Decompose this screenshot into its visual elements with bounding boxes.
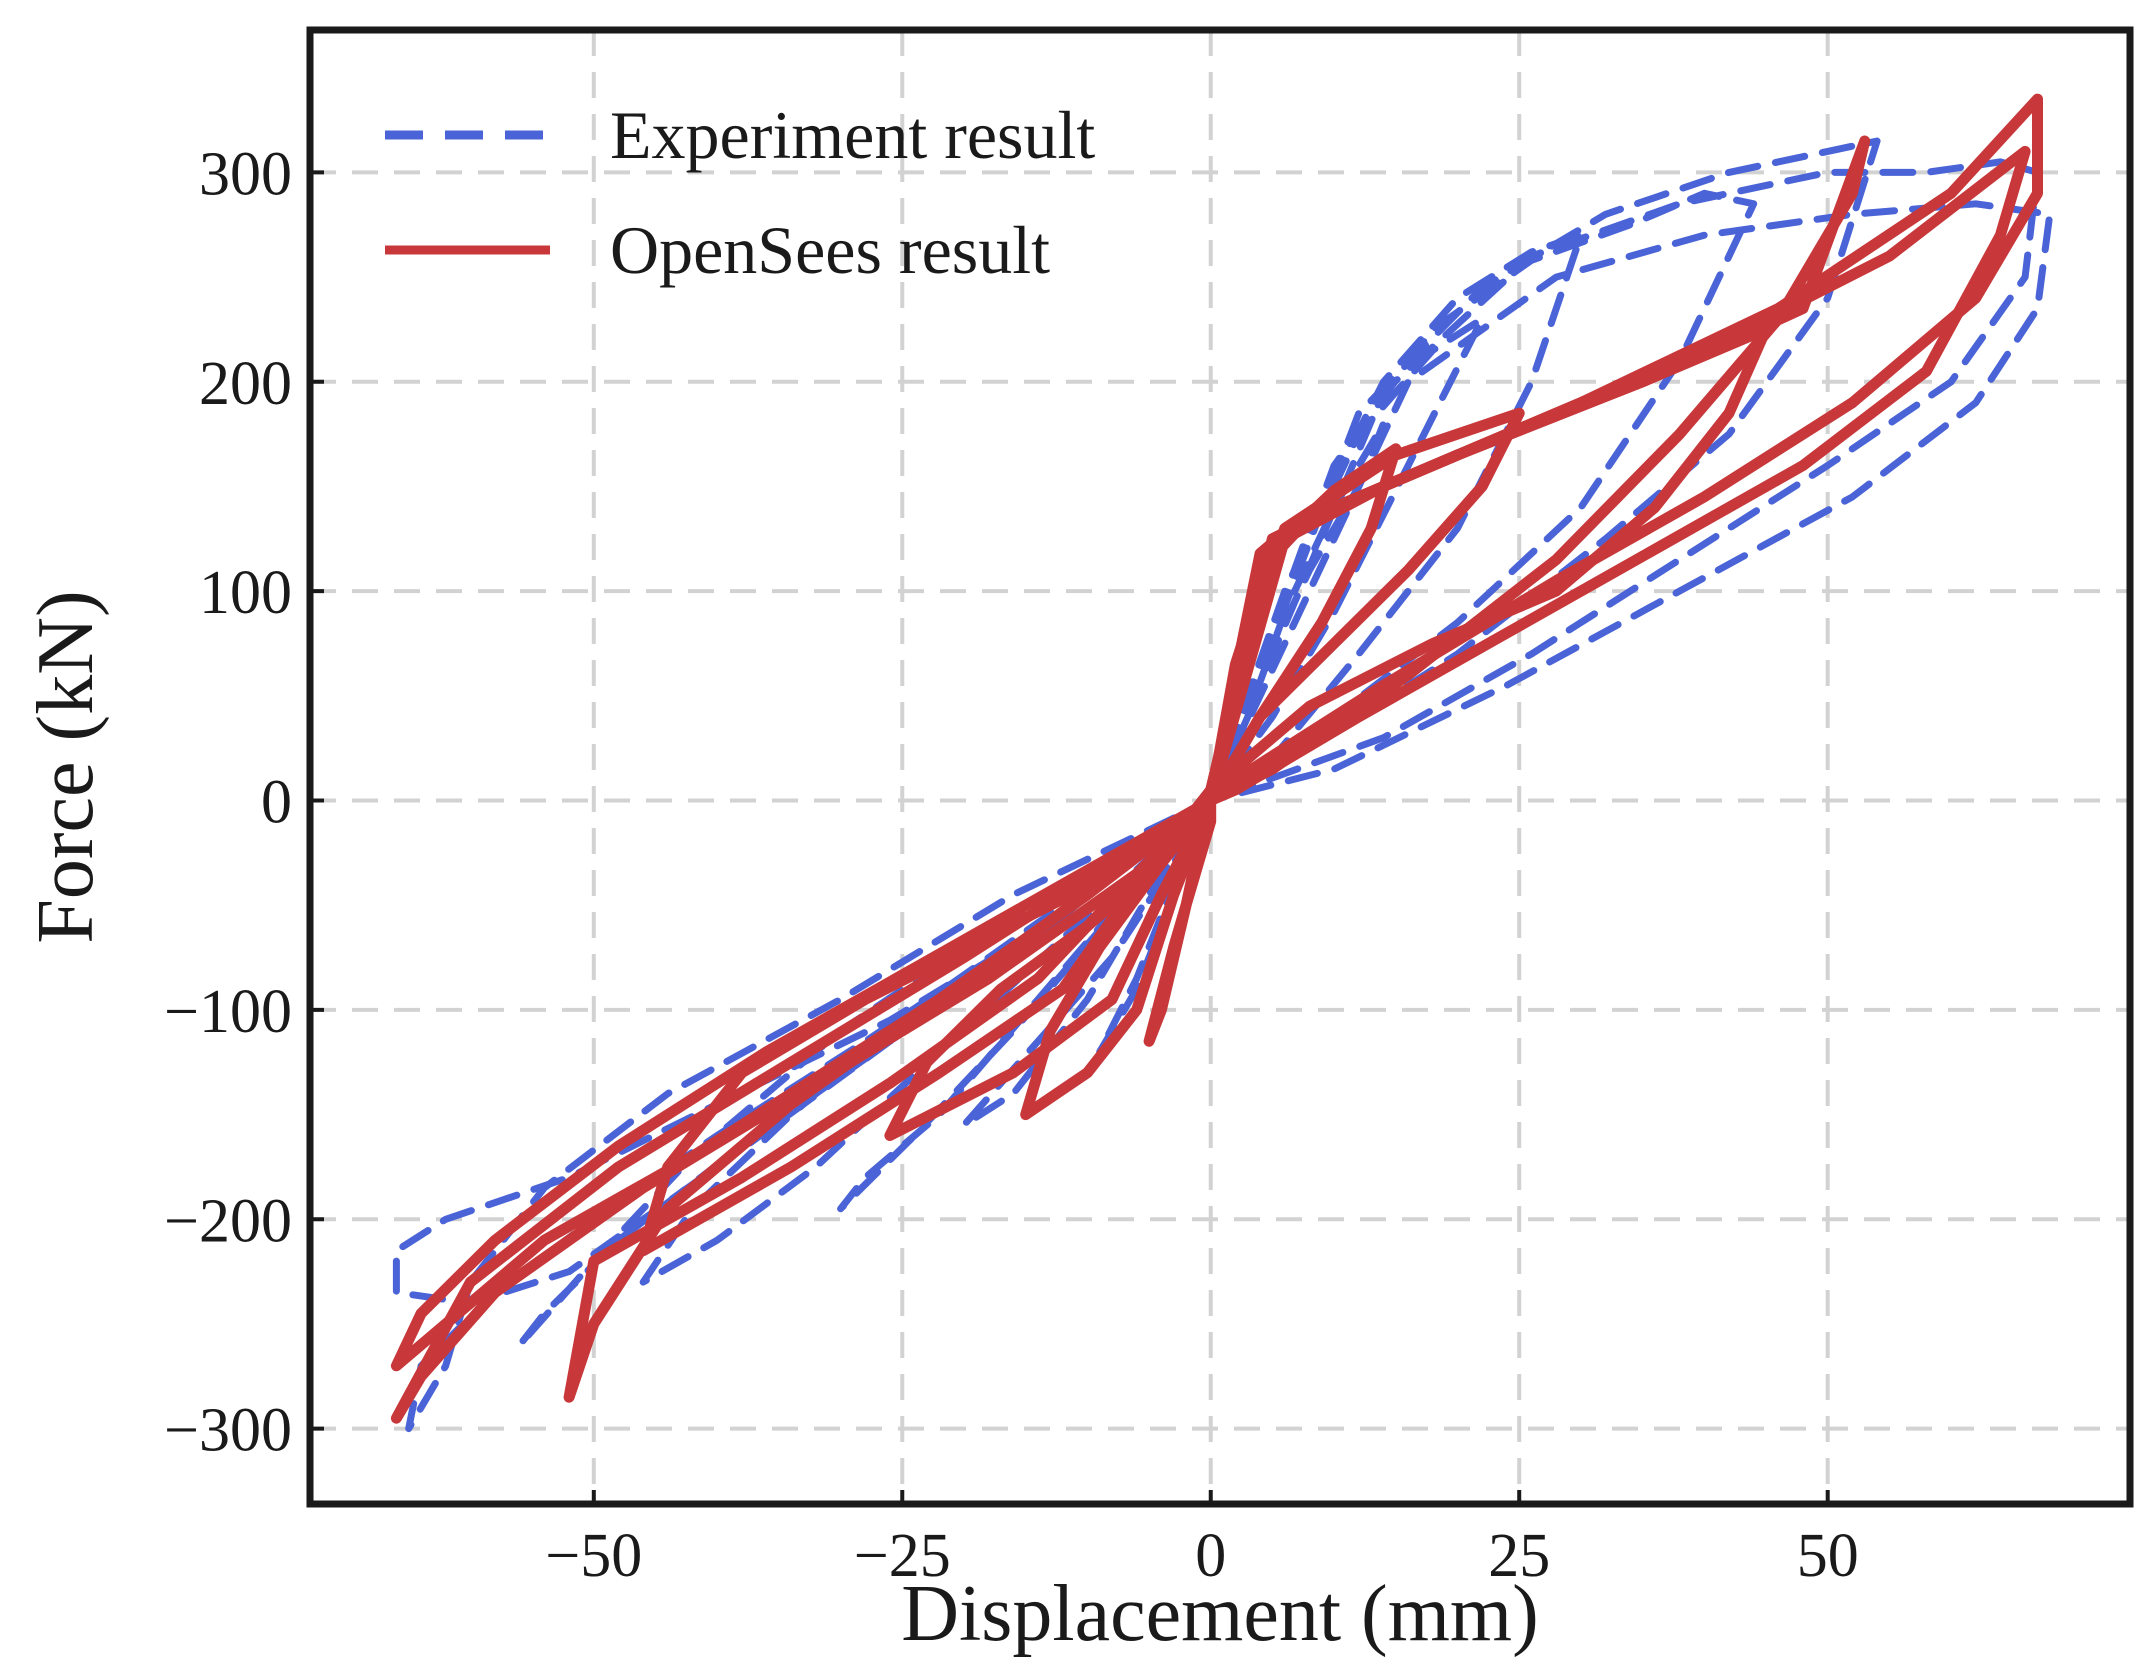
opensees-loop (390, 93, 2043, 1424)
series-opensees (390, 93, 2043, 1424)
y-tick-label: −100 (164, 978, 292, 1046)
y-tick-label: 200 (199, 350, 292, 418)
x-tick-label: 25 (1488, 1522, 1550, 1590)
y-tick-label: 300 (199, 140, 292, 208)
legend-label-opensees: OpenSees result (610, 212, 1050, 288)
y-tick-label: −200 (164, 1187, 292, 1255)
plot-series (390, 93, 2054, 1433)
y-tick-label: 100 (199, 559, 292, 627)
y-axis-label: Force (kN) (22, 590, 110, 943)
legend: Experiment result OpenSees result (385, 97, 1095, 288)
y-tick-label: −300 (164, 1397, 292, 1465)
x-tick-label: 0 (1195, 1522, 1226, 1590)
legend-label-experiment: Experiment result (610, 97, 1095, 173)
plot-frame (306, 26, 2134, 1508)
y-tick-label: 0 (261, 769, 292, 837)
experiment-loop (1096, 420, 1387, 1056)
x-tick-label: −50 (545, 1522, 642, 1590)
x-axis-label: Displacement (mm) (901, 1570, 1539, 1658)
x-tick-label: 50 (1797, 1522, 1859, 1590)
x-tick-label: −25 (854, 1522, 951, 1590)
axis-ticks: −50 −25 0 25 50 −300 −200 −100 0 100 200 300 (164, 140, 1859, 1590)
